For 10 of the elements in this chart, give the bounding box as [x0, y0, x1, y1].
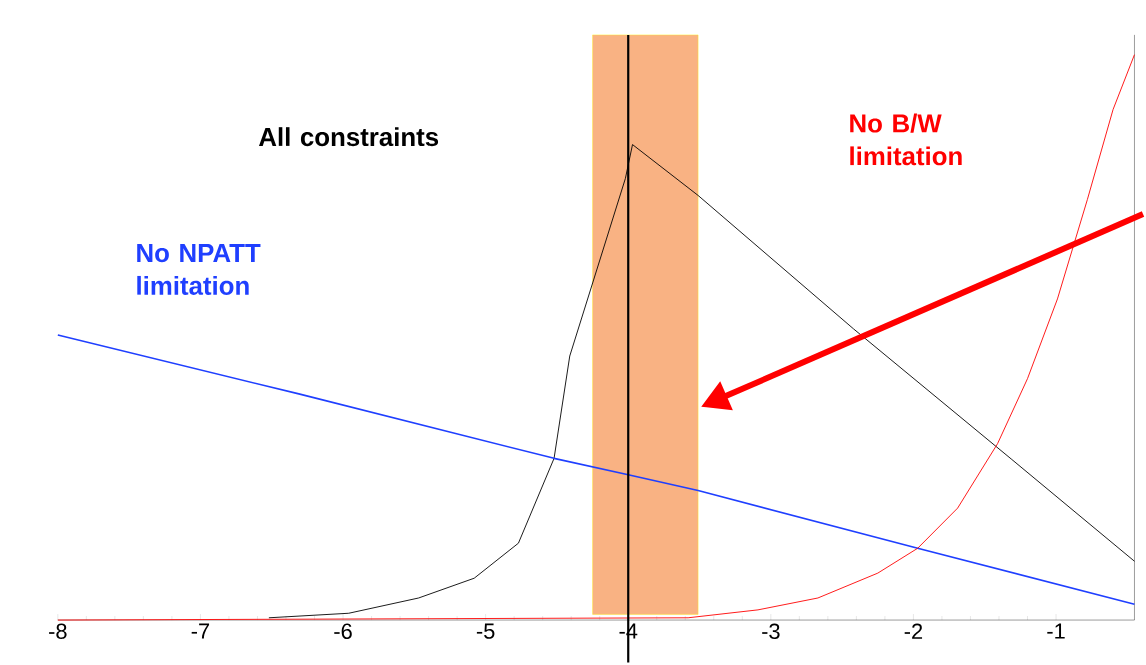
x-tick-label: -5	[476, 623, 495, 639]
text: No NPATT limitation	[137, 244, 261, 295]
text: All constraints	[258, 127, 439, 147]
x-tick-label: -2	[904, 623, 923, 639]
x-tick-label: -1	[1047, 623, 1065, 639]
x-tick-label: -8	[49, 623, 67, 640]
x-tick-label: -7	[191, 623, 210, 639]
text: No B/W limitation	[850, 113, 962, 166]
x-tick-label: -3	[762, 623, 780, 640]
x-tick-label: -6	[334, 623, 352, 640]
